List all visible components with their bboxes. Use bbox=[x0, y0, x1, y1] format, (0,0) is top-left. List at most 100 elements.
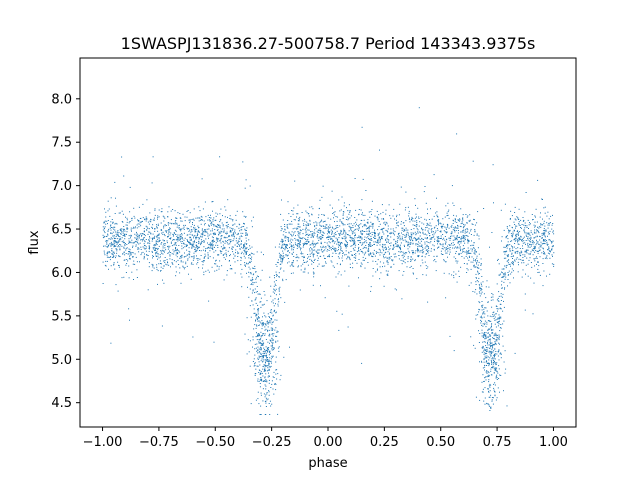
data-point bbox=[305, 224, 307, 226]
data-point bbox=[317, 265, 319, 267]
data-point bbox=[445, 227, 447, 229]
data-point bbox=[518, 224, 520, 226]
data-point bbox=[389, 232, 391, 234]
data-point bbox=[179, 229, 181, 231]
data-point bbox=[334, 211, 336, 213]
data-point bbox=[393, 238, 395, 240]
data-point bbox=[514, 224, 516, 225]
data-point bbox=[241, 229, 243, 231]
data-point bbox=[381, 204, 383, 206]
data-point bbox=[273, 275, 275, 276]
data-point bbox=[346, 245, 348, 247]
data-point bbox=[464, 242, 466, 244]
data-point bbox=[337, 239, 339, 241]
data-point bbox=[348, 230, 350, 232]
data-point bbox=[268, 361, 270, 363]
data-point bbox=[123, 276, 125, 278]
data-point bbox=[361, 237, 363, 239]
data-point bbox=[137, 247, 139, 249]
data-point bbox=[192, 223, 193, 225]
data-point bbox=[470, 336, 472, 338]
data-point bbox=[212, 223, 214, 225]
data-point bbox=[553, 263, 555, 265]
data-point bbox=[488, 404, 490, 406]
data-point bbox=[337, 273, 339, 275]
data-point bbox=[250, 252, 252, 254]
data-point bbox=[373, 232, 375, 233]
data-point bbox=[497, 372, 499, 374]
data-point bbox=[268, 375, 270, 377]
data-point bbox=[492, 347, 494, 349]
data-point bbox=[260, 394, 262, 396]
data-point bbox=[489, 338, 491, 340]
data-point bbox=[311, 263, 313, 265]
data-point bbox=[157, 253, 159, 255]
data-point bbox=[401, 255, 403, 257]
data-point bbox=[491, 316, 493, 318]
data-point bbox=[196, 246, 198, 248]
data-point bbox=[200, 242, 202, 244]
data-point bbox=[113, 263, 115, 265]
data-point bbox=[414, 217, 416, 219]
data-point bbox=[502, 275, 504, 277]
data-point bbox=[156, 234, 158, 236]
data-point bbox=[127, 253, 129, 255]
data-point bbox=[352, 267, 354, 269]
data-point bbox=[496, 338, 498, 340]
data-point bbox=[488, 320, 490, 321]
data-point bbox=[244, 333, 246, 335]
data-point bbox=[528, 232, 530, 234]
data-point bbox=[373, 241, 375, 243]
data-point bbox=[445, 261, 447, 263]
data-point bbox=[309, 253, 311, 255]
data-point bbox=[415, 238, 417, 239]
data-point bbox=[231, 234, 233, 236]
data-point bbox=[446, 231, 448, 233]
data-point bbox=[124, 234, 126, 235]
data-point bbox=[249, 254, 251, 256]
data-point bbox=[460, 208, 462, 210]
data-point bbox=[460, 226, 462, 228]
data-point bbox=[259, 339, 261, 341]
data-point bbox=[375, 251, 377, 253]
data-point bbox=[249, 268, 251, 270]
data-point bbox=[161, 242, 163, 243]
data-point bbox=[120, 229, 121, 231]
data-point bbox=[313, 273, 315, 275]
data-point bbox=[468, 284, 470, 286]
data-point bbox=[287, 236, 289, 238]
data-point bbox=[306, 239, 308, 241]
data-point bbox=[544, 225, 546, 227]
data-point bbox=[277, 303, 279, 305]
data-point bbox=[321, 236, 323, 238]
data-point bbox=[291, 220, 293, 222]
data-point bbox=[457, 227, 459, 229]
data-point bbox=[390, 231, 392, 233]
data-point bbox=[290, 241, 292, 243]
data-point bbox=[264, 368, 265, 370]
data-point bbox=[363, 219, 365, 221]
data-point bbox=[180, 260, 182, 262]
data-point bbox=[465, 231, 467, 233]
data-point bbox=[483, 311, 485, 313]
data-point bbox=[445, 247, 447, 249]
data-point bbox=[478, 277, 480, 279]
data-point bbox=[311, 248, 313, 250]
data-point bbox=[197, 237, 199, 238]
data-point bbox=[473, 258, 475, 260]
data-point bbox=[473, 247, 475, 249]
data-point bbox=[546, 215, 548, 217]
data-point bbox=[481, 306, 483, 308]
data-point bbox=[368, 243, 370, 245]
data-point bbox=[275, 340, 277, 342]
data-point bbox=[139, 234, 140, 236]
data-point bbox=[123, 252, 125, 254]
data-point bbox=[110, 237, 112, 239]
data-point bbox=[485, 335, 487, 337]
data-point bbox=[232, 228, 234, 230]
data-point bbox=[272, 329, 273, 331]
data-point bbox=[276, 330, 278, 332]
data-point bbox=[442, 243, 444, 245]
data-point bbox=[442, 239, 444, 241]
data-point bbox=[482, 374, 484, 376]
